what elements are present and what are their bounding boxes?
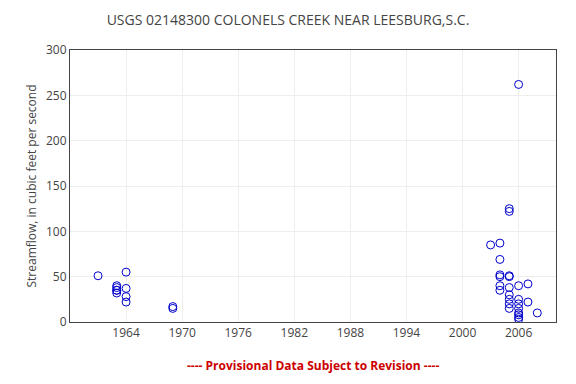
svg-text:USGS 02148300 COLONELS CREEK N: USGS 02148300 COLONELS CREEK NEAR LEESBU…: [107, 10, 470, 29]
svg-text:2000: 2000: [449, 324, 477, 341]
svg-text:0: 0: [60, 313, 67, 330]
svg-text:1988: 1988: [337, 324, 365, 341]
svg-text:1982: 1982: [281, 324, 309, 341]
svg-text:2006: 2006: [505, 324, 533, 341]
svg-text:150: 150: [46, 177, 67, 194]
svg-text:50: 50: [53, 268, 67, 285]
svg-text:250: 250: [46, 87, 67, 104]
svg-text:300: 300: [46, 41, 67, 58]
svg-text:1976: 1976: [225, 324, 253, 341]
svg-text:---- Provisional Data Subject: ---- Provisional Data Subject to Revisio…: [187, 357, 439, 374]
svg-text:1970: 1970: [168, 324, 196, 341]
svg-text:100: 100: [46, 223, 67, 240]
svg-text:Streamflow, in cubic feet per: Streamflow, in cubic feet per second: [23, 84, 40, 287]
svg-text:1964: 1964: [112, 324, 140, 341]
svg-text:1994: 1994: [393, 324, 421, 341]
svg-text:200: 200: [46, 132, 67, 149]
